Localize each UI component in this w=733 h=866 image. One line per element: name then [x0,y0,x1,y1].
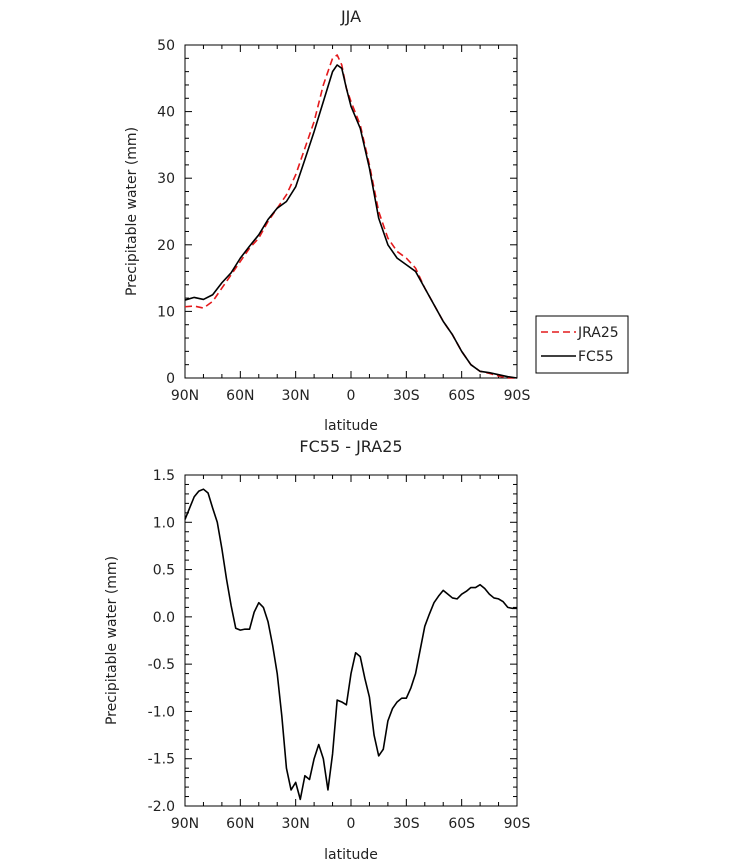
x-tick-label: 60S [448,388,475,404]
y-tick-label: 20 [157,238,175,254]
x-tick-label: 30S [393,816,420,832]
top-chart-x-axis-label: latitude [324,418,378,434]
y-tick-label: 40 [157,105,175,121]
bottom-chart-y-tick-labels: -2.0 -1.5 -1.0 -0.5 0.0 0.5 1.0 1.5 [148,468,175,815]
top-chart-plot-area [184,44,518,379]
x-tick-label: 0 [347,388,356,404]
bottom-chart-panel: FC55 - JRA25 90N 60N 30N 0 30S 60S 90S -2.0 -1.… [104,437,530,863]
y-tick-label: -0.5 [148,657,175,673]
x-tick-label: 90S [504,816,531,832]
bottom-chart-plot-area [184,474,518,807]
legend-label-jra25: JRA25 [577,325,619,341]
top-chart-title: JJA [340,7,361,26]
bottom-chart-y-axis-label: Precipitable water (mm) [104,556,120,725]
top-chart-x-tick-labels: 90N 60N 30N 0 30S 60S 90S [171,388,531,404]
y-tick-label: 0.5 [153,563,175,579]
bottom-chart-series [184,488,517,801]
top-chart-series [184,54,518,379]
x-tick-label: 60S [448,816,475,832]
y-tick-label: -1.0 [148,704,175,720]
y-tick-label: -1.5 [148,752,175,768]
x-tick-label: 30N [282,816,310,832]
bottom-chart-ticks [184,474,518,807]
bottom-chart-title: FC55 - JRA25 [299,437,402,456]
x-tick-label: 30S [393,388,420,404]
top-chart-panel: JJA 90N 60N 30N 0 30S 60S 90S 0 10 20 30 40 50 lati… [124,7,530,434]
x-tick-label: 60N [226,388,254,404]
bottom-chart-x-axis-label: latitude [324,847,378,863]
y-tick-label: 0.0 [153,610,175,626]
y-tick-label: 0 [166,371,175,387]
y-tick-label: 1.0 [153,515,175,531]
x-tick-label: 0 [347,816,356,832]
legend-box [535,315,629,374]
y-tick-label: 50 [157,38,175,54]
x-tick-label: 60N [226,816,254,832]
top-chart-y-axis-label: Precipitable water (mm) [124,127,140,296]
y-tick-label: 30 [157,171,175,187]
y-tick-label: 10 [157,304,175,320]
x-tick-label: 30N [282,388,310,404]
series-line-difference-0 [184,488,517,801]
top-chart-y-tick-labels: 0 10 20 30 40 50 [157,38,175,387]
x-tick-label: 90N [171,388,199,404]
legend: JRA25 FC55 [535,315,629,374]
series-line-fc55 [184,64,518,379]
y-tick-label: 1.5 [153,468,175,484]
bottom-chart-x-tick-labels: 90N 60N 30N 0 30S 60S 90S [171,816,531,832]
y-tick-label: -2.0 [148,799,175,815]
top-chart-ticks [184,44,518,379]
x-tick-label: 90N [171,816,199,832]
x-tick-label: 90S [504,388,531,404]
legend-label-fc55: FC55 [578,349,614,365]
